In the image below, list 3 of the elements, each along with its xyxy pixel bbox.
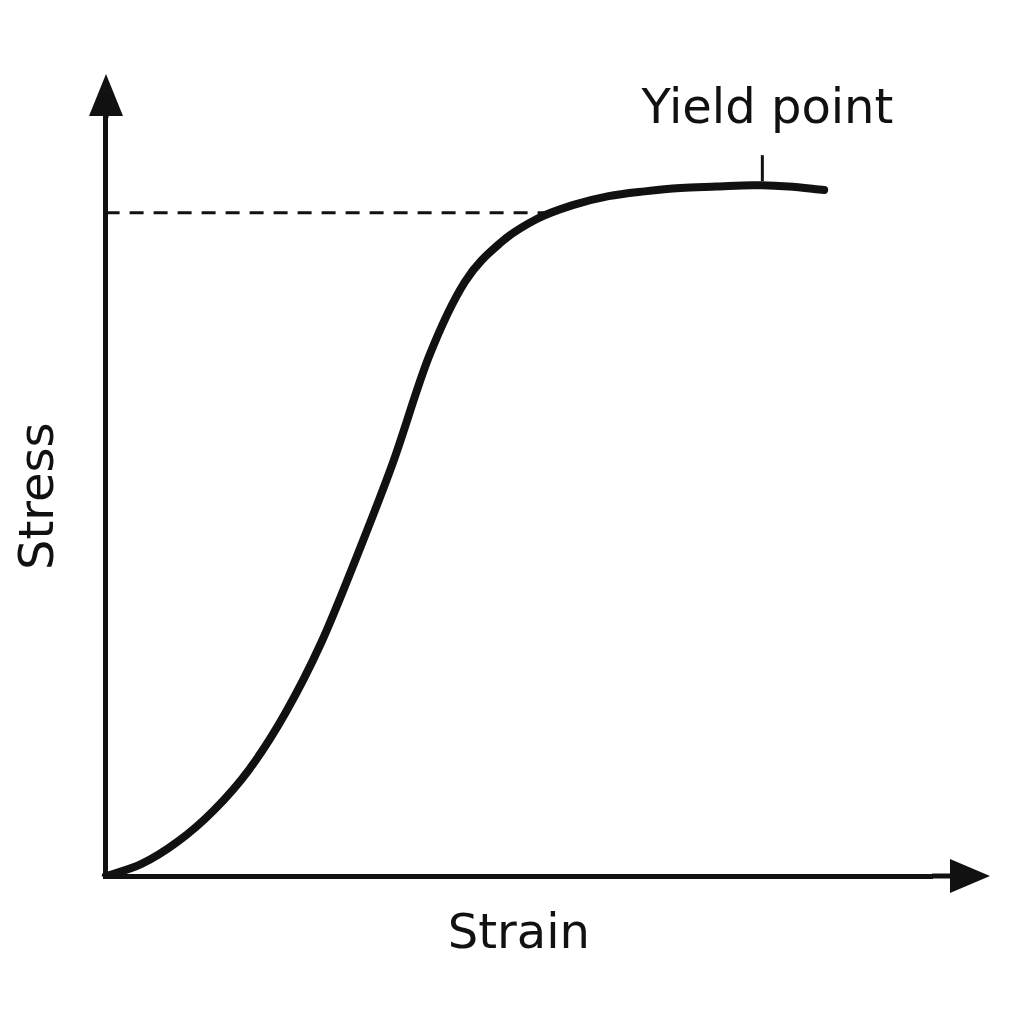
x-axis-title: Strain [447, 902, 590, 959]
y-axis-title: Stress [8, 422, 65, 570]
text: Yield point [640, 78, 894, 135]
